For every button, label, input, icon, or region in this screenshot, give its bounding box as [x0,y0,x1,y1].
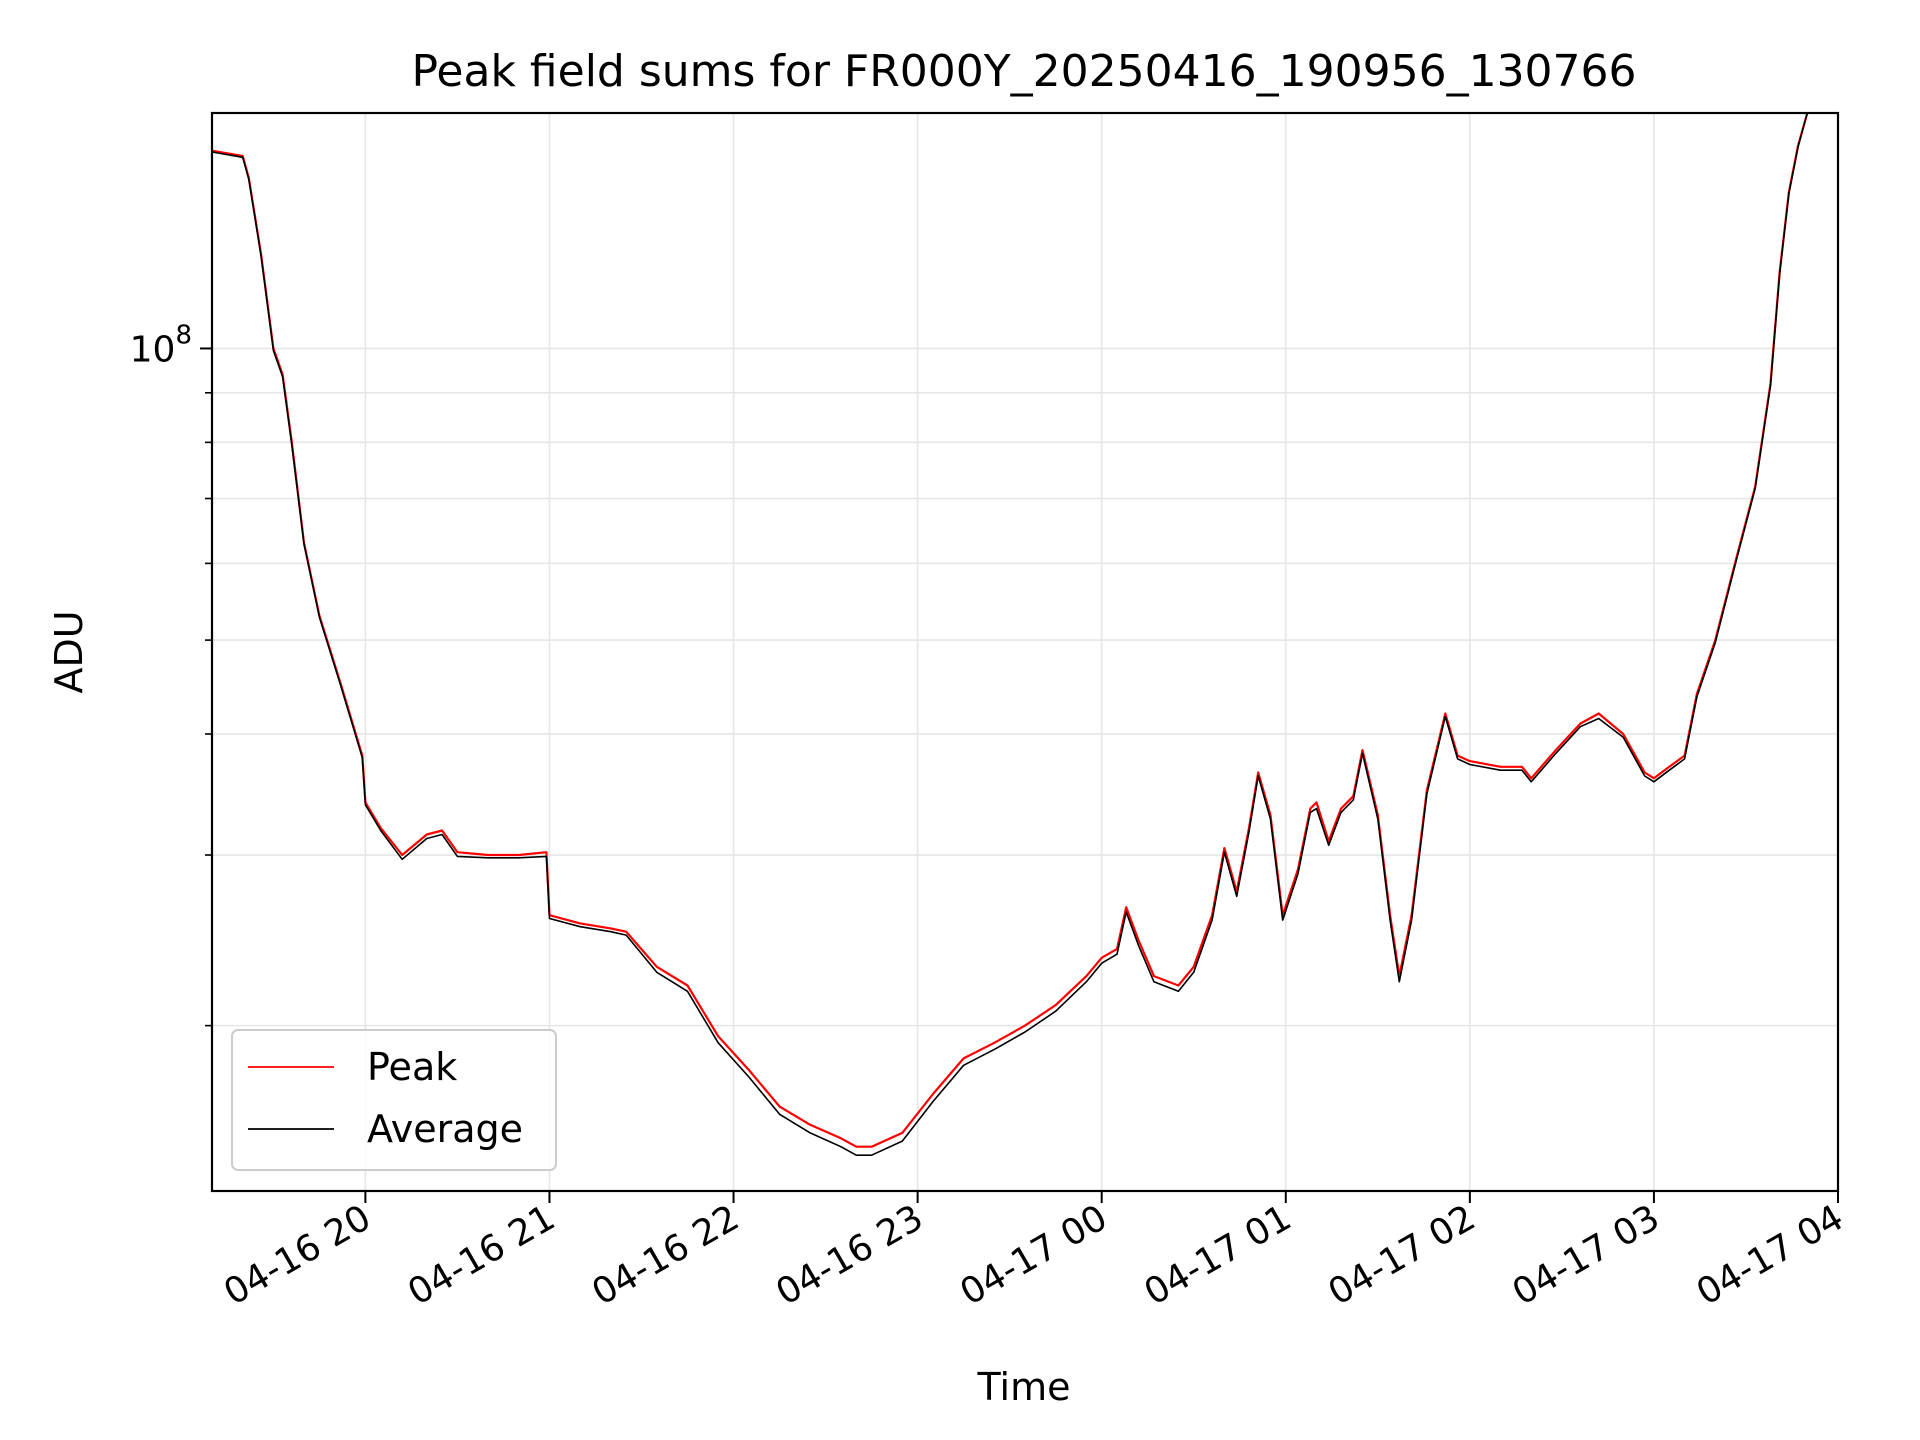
x-axis-label: Time [977,1365,1071,1409]
legend: Peak Average [231,1029,557,1171]
chart-title: Peak field sums for FR000Y_20250416_1909… [411,46,1636,97]
legend-label-peak: Peak [367,1045,457,1089]
legend-label-average: Average [367,1107,523,1151]
series-layer [212,113,1809,1156]
series-line-average [212,113,1809,1156]
y-tick-label: 108 [130,320,192,370]
y-axis-label: ADU [47,610,91,693]
legend-box [231,1029,557,1171]
series-line-peak [212,113,1809,1148]
y-tick-exponent: 8 [175,320,192,350]
plot-frame [210,111,1840,1193]
y-tick-base: 10 [130,329,176,370]
